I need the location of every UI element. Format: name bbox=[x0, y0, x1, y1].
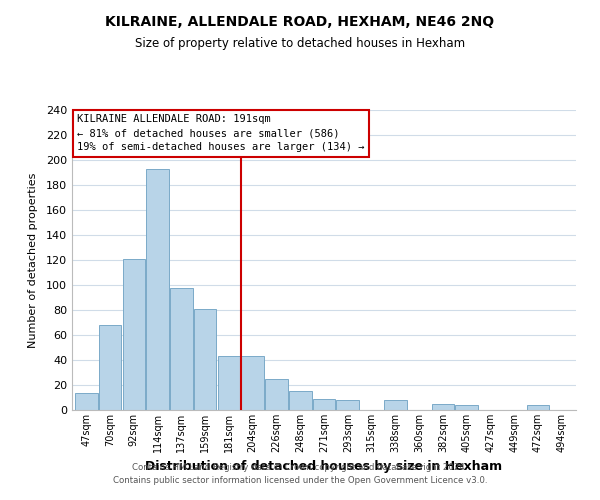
Bar bbox=[527, 405, 549, 410]
Bar bbox=[218, 356, 240, 410]
Text: KILRAINE, ALLENDALE ROAD, HEXHAM, NE46 2NQ: KILRAINE, ALLENDALE ROAD, HEXHAM, NE46 2… bbox=[106, 15, 494, 29]
Bar bbox=[431, 404, 454, 410]
Bar bbox=[99, 325, 121, 410]
Text: Contains public sector information licensed under the Open Government Licence v3: Contains public sector information licen… bbox=[113, 476, 487, 485]
Text: KILRAINE ALLENDALE ROAD: 191sqm
← 81% of detached houses are smaller (586)
19% o: KILRAINE ALLENDALE ROAD: 191sqm ← 81% of… bbox=[77, 114, 365, 152]
Text: Contains HM Land Registry data © Crown copyright and database right 2024.: Contains HM Land Registry data © Crown c… bbox=[132, 464, 468, 472]
X-axis label: Distribution of detached houses by size in Hexham: Distribution of detached houses by size … bbox=[145, 460, 503, 473]
Bar bbox=[75, 392, 98, 410]
Bar bbox=[146, 169, 169, 410]
Bar bbox=[337, 400, 359, 410]
Bar bbox=[122, 259, 145, 410]
Bar bbox=[194, 308, 217, 410]
Bar bbox=[170, 288, 193, 410]
Y-axis label: Number of detached properties: Number of detached properties bbox=[28, 172, 38, 348]
Text: Size of property relative to detached houses in Hexham: Size of property relative to detached ho… bbox=[135, 38, 465, 51]
Bar bbox=[455, 405, 478, 410]
Bar bbox=[289, 391, 311, 410]
Bar bbox=[265, 379, 288, 410]
Bar bbox=[384, 400, 407, 410]
Bar bbox=[313, 399, 335, 410]
Bar bbox=[241, 356, 264, 410]
